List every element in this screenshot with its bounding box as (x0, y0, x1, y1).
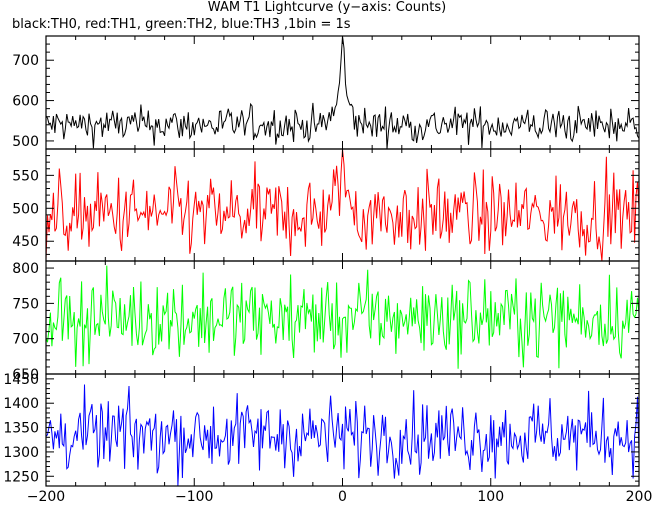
y-tick-label: 700 (12, 332, 39, 348)
chart-title: WAM T1 Lightcurve (y−axis: Counts) (207, 0, 447, 15)
x-tick-label: −100 (175, 489, 213, 505)
y-tick-label: 600 (12, 94, 39, 110)
y-tick-label: 1400 (3, 396, 39, 412)
x-tick-label: −200 (27, 489, 65, 505)
series-line-th1 (46, 149, 639, 261)
x-tick-label: 100 (477, 489, 504, 505)
series-line-th2 (46, 265, 639, 369)
y-tick-label: 750 (12, 296, 39, 312)
y-tick-label: 450 (12, 234, 39, 250)
y-tick-label: 500 (12, 134, 39, 150)
y-tick-label: 500 (12, 201, 39, 217)
x-tick-label: 200 (626, 489, 653, 505)
x-tick-label: 0 (338, 489, 347, 505)
y-tick-label: 1450 (3, 372, 39, 388)
y-tick-label: 1250 (3, 469, 39, 485)
series-line-th3 (46, 384, 639, 486)
y-tick-label: 550 (12, 168, 39, 184)
y-tick-label: 700 (12, 53, 39, 69)
chart-subtitle: black:TH0, red:TH1, green:TH2, blue:TH3 … (12, 17, 351, 32)
y-tick-label: 1350 (3, 421, 39, 437)
y-tick-label: 1300 (3, 445, 39, 461)
y-tick-label: 800 (12, 261, 39, 277)
y-tick-label: 650 (12, 367, 39, 383)
series-line-th0 (46, 36, 639, 149)
